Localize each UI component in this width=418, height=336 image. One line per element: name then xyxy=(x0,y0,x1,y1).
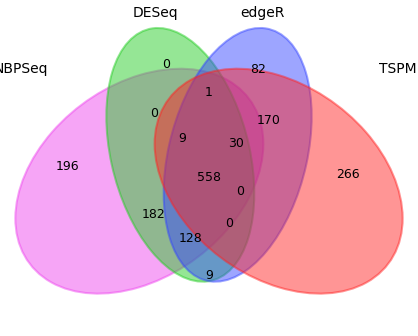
Ellipse shape xyxy=(155,69,403,294)
Text: 0: 0 xyxy=(162,58,170,71)
Text: 266: 266 xyxy=(336,168,359,181)
Text: 9: 9 xyxy=(205,268,213,282)
Text: 9: 9 xyxy=(178,132,186,145)
Text: 128: 128 xyxy=(178,232,202,245)
Text: DESeq: DESeq xyxy=(133,6,178,20)
Text: 0: 0 xyxy=(150,107,158,120)
Text: 0: 0 xyxy=(236,184,244,198)
Text: 182: 182 xyxy=(142,208,166,221)
Text: 0: 0 xyxy=(225,217,234,230)
Text: NBPSeq: NBPSeq xyxy=(0,62,48,76)
Text: edgeR: edgeR xyxy=(240,6,284,20)
Text: 82: 82 xyxy=(250,63,266,76)
Ellipse shape xyxy=(164,28,312,282)
Text: 170: 170 xyxy=(257,114,280,127)
Text: 558: 558 xyxy=(197,171,221,184)
Text: 1: 1 xyxy=(205,86,213,99)
Text: 196: 196 xyxy=(56,160,79,173)
Ellipse shape xyxy=(15,69,263,294)
Text: 30: 30 xyxy=(228,137,244,150)
Text: TSPM: TSPM xyxy=(379,62,416,76)
Ellipse shape xyxy=(106,28,254,282)
